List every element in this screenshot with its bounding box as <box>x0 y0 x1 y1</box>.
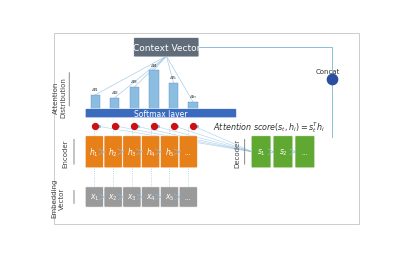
Bar <box>130 88 139 110</box>
Bar <box>149 71 158 110</box>
Text: $x_{2}$: $x_{2}$ <box>108 192 118 202</box>
FancyBboxPatch shape <box>179 136 197 168</box>
FancyBboxPatch shape <box>123 136 141 168</box>
Text: ...: ... <box>185 193 192 202</box>
Bar <box>169 84 178 110</box>
FancyBboxPatch shape <box>251 136 271 168</box>
Text: $s_{1}$: $s_{1}$ <box>257 147 265 157</box>
FancyBboxPatch shape <box>179 187 197 207</box>
Text: $h_{1}$: $h_{1}$ <box>89 146 99 158</box>
FancyBboxPatch shape <box>134 39 199 58</box>
Text: $x_{5}$: $x_{5}$ <box>165 192 174 202</box>
Point <box>329 77 335 81</box>
FancyBboxPatch shape <box>85 136 103 168</box>
Point <box>112 124 118 128</box>
FancyBboxPatch shape <box>104 187 122 207</box>
Text: Embedding
Vector: Embedding Vector <box>52 178 65 217</box>
Text: $x_{3}$: $x_{3}$ <box>127 192 137 202</box>
Text: $a_{5}$: $a_{5}$ <box>169 74 178 82</box>
Bar <box>90 96 100 110</box>
FancyBboxPatch shape <box>160 136 179 168</box>
Point <box>170 124 177 128</box>
Text: $a_n$: $a_n$ <box>189 93 197 101</box>
Text: $a_{3}$: $a_{3}$ <box>130 78 139 86</box>
Text: Attention score$(s_t, h_i)= s_t^T h_i$: Attention score$(s_t, h_i)= s_t^T h_i$ <box>213 119 326 134</box>
Text: $x_{4}$: $x_{4}$ <box>146 192 156 202</box>
Bar <box>110 98 120 110</box>
Text: Concat: Concat <box>316 69 340 74</box>
Text: $a_{1}$: $a_{1}$ <box>91 86 99 94</box>
Point <box>131 124 138 128</box>
Text: $s_{2}$: $s_{2}$ <box>278 147 287 157</box>
FancyBboxPatch shape <box>160 187 179 207</box>
FancyBboxPatch shape <box>273 136 293 168</box>
FancyBboxPatch shape <box>142 136 160 168</box>
FancyBboxPatch shape <box>85 187 103 207</box>
Text: $a_{2}$: $a_{2}$ <box>111 89 119 97</box>
Bar <box>188 102 198 110</box>
FancyBboxPatch shape <box>123 187 141 207</box>
Text: Decoder: Decoder <box>235 138 241 167</box>
Point <box>92 124 99 128</box>
FancyBboxPatch shape <box>85 109 236 118</box>
Text: $h_{5}$: $h_{5}$ <box>164 146 175 158</box>
Point <box>151 124 157 128</box>
Point <box>190 124 196 128</box>
Text: Attention
Distribution: Attention Distribution <box>53 77 66 117</box>
Text: ...: ... <box>301 148 309 157</box>
Text: $a_{4}$: $a_{4}$ <box>149 61 158 69</box>
Text: $x_{1}$: $x_{1}$ <box>90 192 99 202</box>
Text: $h_{4}$: $h_{4}$ <box>146 146 156 158</box>
Text: Context Vector: Context Vector <box>133 44 200 53</box>
Text: $h_{3}$: $h_{3}$ <box>127 146 137 158</box>
Text: $h_{2}$: $h_{2}$ <box>108 146 118 158</box>
FancyBboxPatch shape <box>142 187 160 207</box>
FancyBboxPatch shape <box>104 136 122 168</box>
Text: Encoder: Encoder <box>63 138 69 167</box>
Text: Softmax layer: Softmax layer <box>134 109 187 118</box>
FancyBboxPatch shape <box>295 136 315 168</box>
Text: ...: ... <box>185 148 192 157</box>
